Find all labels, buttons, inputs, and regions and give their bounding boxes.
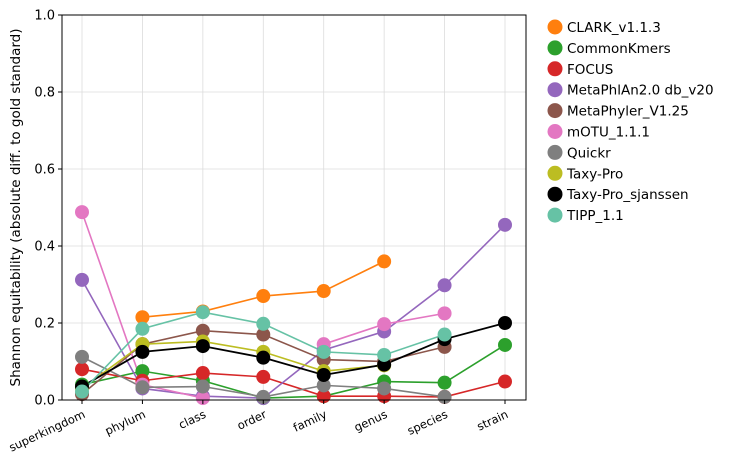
data-point-9-1 bbox=[135, 321, 150, 336]
data-point-9-5 bbox=[377, 347, 392, 362]
y-axis: 0.0 0.2 0.4 0.6 0.8 1.0 bbox=[34, 9, 62, 409]
series-markers bbox=[75, 205, 512, 406]
y-axis-title: Shannon equitability (absolute diff. to … bbox=[8, 29, 24, 387]
data-point-3-0 bbox=[75, 272, 89, 287]
data-point-9-3 bbox=[256, 316, 271, 331]
data-point-1-1 bbox=[135, 364, 150, 379]
data-point-6-4 bbox=[316, 378, 331, 393]
x-tick-label: phylum bbox=[103, 407, 148, 438]
legend-marker bbox=[547, 82, 563, 98]
data-point-3-7 bbox=[498, 217, 512, 232]
x-tick-label: strain bbox=[475, 407, 511, 434]
data-point-8-7 bbox=[498, 316, 512, 330]
data-point-6-1 bbox=[135, 380, 150, 395]
series-line-8 bbox=[81, 322, 506, 388]
data-point-0-4 bbox=[316, 284, 331, 299]
y-tick-label: 0.4 bbox=[34, 240, 55, 255]
data-point-9-0 bbox=[75, 384, 89, 399]
data-point-5-5 bbox=[377, 317, 392, 332]
legend-marker bbox=[547, 165, 563, 181]
legend-label: mOTU_1.1.1 bbox=[567, 125, 650, 141]
data-point-6-5 bbox=[377, 381, 392, 396]
legend-label: TIPP_1.1 bbox=[566, 208, 624, 224]
x-tick-label: class bbox=[176, 407, 208, 432]
data-point-2-3 bbox=[256, 369, 271, 384]
legend-marker bbox=[547, 207, 563, 223]
data-point-8-3 bbox=[256, 350, 271, 365]
legend-label: Quickr bbox=[567, 145, 611, 161]
data-point-9-4 bbox=[316, 344, 331, 359]
series-line-7 bbox=[81, 340, 385, 390]
legend-label: MetaPhlAn2.0 db_v20 bbox=[567, 83, 714, 99]
x-tick-label: order bbox=[235, 407, 269, 433]
legend-marker bbox=[547, 103, 563, 119]
data-point-6-2 bbox=[195, 379, 210, 394]
data-point-9-6 bbox=[437, 327, 452, 342]
data-point-8-1 bbox=[135, 344, 150, 359]
series-line-2 bbox=[81, 368, 506, 398]
y-tick-label: 0.8 bbox=[34, 86, 55, 101]
data-point-4-2 bbox=[195, 323, 210, 338]
legend-label: FOCUS bbox=[567, 62, 613, 78]
grid bbox=[62, 14, 526, 401]
y-tick-label: 0.0 bbox=[34, 394, 55, 409]
data-point-0-5 bbox=[377, 254, 392, 269]
data-point-3-6 bbox=[437, 278, 452, 293]
data-point-5-2 bbox=[195, 391, 210, 406]
data-point-1-6 bbox=[437, 375, 452, 390]
series-line-3 bbox=[81, 224, 506, 399]
legend-label: Taxy-Pro bbox=[566, 166, 623, 182]
data-point-5-6 bbox=[437, 306, 452, 321]
y-tick-label: 0.6 bbox=[34, 163, 55, 178]
data-point-1-7 bbox=[498, 337, 512, 352]
data-point-2-2 bbox=[195, 366, 210, 381]
legend-label: MetaPhyler_V1.25 bbox=[567, 104, 689, 120]
data-point-5-0 bbox=[75, 205, 89, 220]
plot-area bbox=[61, 14, 527, 401]
legend-marker bbox=[547, 124, 563, 139]
x-tick-label: superkingdom bbox=[7, 407, 88, 455]
data-point-6-0 bbox=[75, 349, 89, 364]
legend-label: Taxy-Pro_sjanssen bbox=[566, 187, 689, 203]
data-point-4-3 bbox=[256, 327, 271, 342]
data-point-2-0 bbox=[75, 362, 89, 377]
data-point-8-5 bbox=[377, 357, 392, 372]
series-line-1 bbox=[81, 344, 506, 399]
data-point-8-4 bbox=[316, 367, 331, 382]
x-tick-label: species bbox=[405, 407, 450, 438]
legend-label: CLARK_v1.1.3 bbox=[567, 20, 661, 36]
legend-marker bbox=[547, 144, 563, 160]
x-axis: superkingdom phylum class order family genus s… bbox=[7, 400, 511, 455]
data-point-0-3 bbox=[256, 289, 271, 304]
data-point-2-7 bbox=[498, 374, 512, 389]
x-tick-label: genus bbox=[352, 407, 390, 434]
legend-marker bbox=[547, 61, 563, 77]
data-point-9-2 bbox=[195, 305, 210, 320]
legend-label: CommonKmers bbox=[567, 41, 671, 57]
legend: CLARK_v1.1.3 CommonKmers FOCUS MetaPhlAn2.0… bbox=[547, 19, 714, 224]
data-point-0-1 bbox=[135, 310, 150, 325]
legend-marker bbox=[547, 40, 563, 56]
x-tick-label: family bbox=[291, 407, 329, 435]
legend-marker bbox=[547, 186, 563, 202]
y-tick-label: 0.2 bbox=[34, 317, 55, 332]
y-tick-label: 1.0 bbox=[34, 9, 55, 24]
legend-marker bbox=[547, 19, 563, 35]
data-point-8-2 bbox=[195, 339, 210, 354]
